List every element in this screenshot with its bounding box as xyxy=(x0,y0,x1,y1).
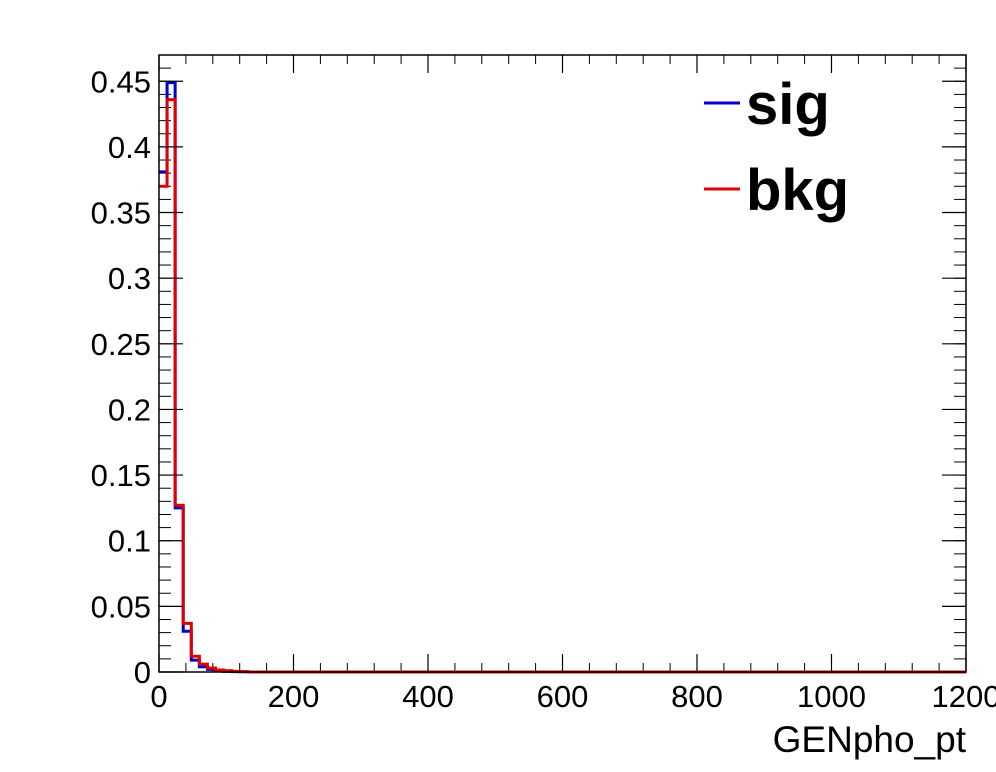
x-tick-label: 200 xyxy=(268,679,320,714)
x-tick-label: 600 xyxy=(537,679,589,714)
y-tick-label: 0.35 xyxy=(91,196,151,231)
x-axis: 0 200 400 600 800 1000 1200 xyxy=(150,55,996,714)
y-tick-label: 0.1 xyxy=(108,524,151,559)
y-tick-label: 0.4 xyxy=(108,130,151,165)
y-tick-label: 0.05 xyxy=(91,589,151,624)
x-tick-label: 1000 xyxy=(797,679,866,714)
y-tick-label: 0.25 xyxy=(91,327,151,362)
x-axis-title: GENpho_pt xyxy=(773,719,967,760)
y-tick-label: 0.3 xyxy=(108,261,151,296)
legend-label-sig: sig xyxy=(746,72,830,137)
x-tick-label: 800 xyxy=(671,679,723,714)
x-tick-label: 1200 xyxy=(932,679,996,714)
y-tick-label: 0.2 xyxy=(108,392,151,427)
x-tick-label: 400 xyxy=(402,679,454,714)
x-tick-label: 0 xyxy=(150,679,167,714)
legend: sig bkg xyxy=(704,72,849,223)
legend-label-bkg: bkg xyxy=(746,158,849,223)
y-tick-label: 0.45 xyxy=(91,64,151,99)
y-tick-label: 0.15 xyxy=(91,458,151,493)
y-tick-label: 0 xyxy=(134,655,151,690)
y-axis: 0 0.05 0.1 0.15 0.2 0.25 0.3 0.35 0.4 0.45 xyxy=(91,64,966,690)
